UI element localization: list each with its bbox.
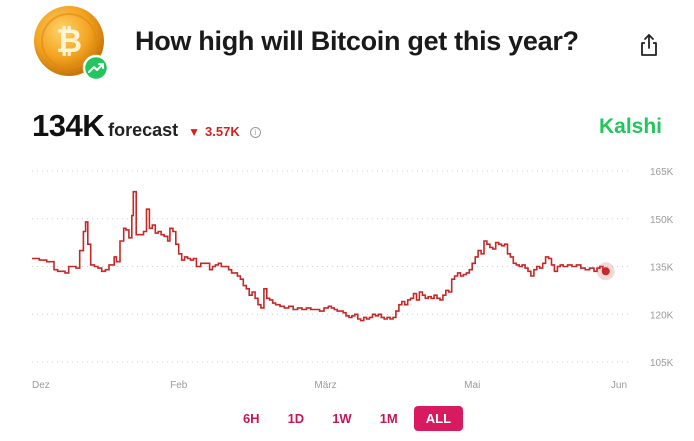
svg-text:₿: ₿ — [56, 23, 82, 59]
down-triangle-icon: ▼ — [188, 125, 201, 139]
forecast-label: forecast — [108, 120, 179, 140]
bitcoin-icon: ₿ — [34, 6, 110, 82]
page-title: How high will Bitcoin get this year? — [135, 26, 579, 56]
y-tick-label: 120K — [650, 310, 674, 321]
current-point — [601, 267, 610, 276]
forecast-summary: 134K forecast ▼ 3.57K i — [32, 108, 261, 148]
x-tick-label: Dez — [32, 380, 50, 391]
brand-logo: Kalshi — [598, 115, 662, 138]
time-range-selector: 6H 1D 1W 1M ALL — [0, 406, 694, 431]
x-tick-label: Mai — [464, 380, 480, 391]
series-line — [32, 190, 607, 322]
y-tick-label: 150K — [650, 215, 674, 226]
x-tick-label: März — [314, 380, 336, 391]
y-tick-label: 135K — [650, 263, 674, 274]
x-tick-label: Feb — [170, 380, 188, 391]
range-button-1w[interactable]: 1W — [320, 406, 364, 431]
range-button-1m[interactable]: 1M — [368, 406, 410, 431]
forecast-change: ▼ 3.57K — [188, 124, 240, 139]
y-tick-label: 105K — [650, 358, 674, 369]
y-tick-label: 165K — [650, 167, 674, 178]
trending-up-icon — [82, 54, 110, 82]
range-button-all[interactable]: ALL — [413, 406, 464, 431]
forecast-value: 134K — [32, 108, 105, 143]
x-tick-label: Jun — [611, 380, 627, 391]
price-chart: 165K 150K 135K 120K 105K Dez Feb März Mai Jun — [32, 167, 674, 391]
info-icon[interactable]: i — [249, 127, 261, 138]
range-button-1d[interactable]: 1D — [276, 406, 317, 431]
share-icon[interactable] — [638, 32, 660, 58]
forecast-change-value: 3.57K — [205, 124, 240, 139]
range-button-6h[interactable]: 6H — [231, 406, 272, 431]
